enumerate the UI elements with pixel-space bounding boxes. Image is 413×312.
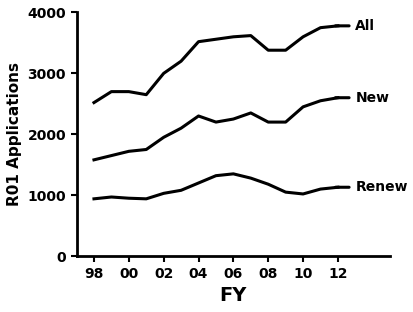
- Y-axis label: R01 Applications: R01 Applications: [7, 62, 22, 206]
- Text: Renew: Renew: [354, 180, 407, 194]
- Text: All: All: [354, 19, 375, 33]
- Text: New: New: [354, 91, 388, 105]
- X-axis label: FY: FY: [219, 286, 247, 305]
